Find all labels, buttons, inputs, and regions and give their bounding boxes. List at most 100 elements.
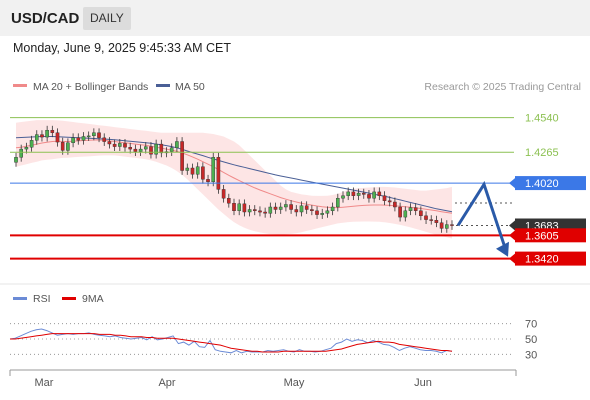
candle bbox=[351, 187, 356, 201]
candle bbox=[398, 202, 402, 222]
candle bbox=[195, 162, 200, 179]
legend-ma50-swatch bbox=[156, 84, 170, 87]
level-tag-support bbox=[515, 251, 586, 266]
candle bbox=[299, 201, 304, 217]
candle bbox=[154, 139, 158, 159]
rsi-tick-label: 70 bbox=[525, 319, 537, 331]
x-tick-label: Jun bbox=[414, 377, 432, 389]
candle bbox=[201, 162, 205, 184]
level-tag-pivot bbox=[515, 176, 586, 191]
candle bbox=[169, 143, 174, 157]
candle bbox=[356, 188, 361, 201]
candle bbox=[278, 202, 283, 214]
forecast-arrow-head bbox=[496, 241, 509, 257]
candle bbox=[71, 133, 75, 148]
rsi-ma-line bbox=[10, 333, 453, 353]
candle bbox=[159, 139, 164, 158]
candle bbox=[439, 218, 444, 233]
candle bbox=[76, 133, 81, 145]
rsi-tick-label: 50 bbox=[525, 334, 537, 346]
credit-label: Research © 2025 Trading Central bbox=[424, 81, 581, 93]
candle bbox=[367, 190, 371, 203]
candle bbox=[413, 203, 418, 216]
candle bbox=[419, 206, 423, 221]
candle bbox=[55, 128, 60, 147]
candle bbox=[81, 132, 86, 145]
datetime-label: Monday, June 9, 2025 9:45:33 AM CET bbox=[13, 41, 231, 55]
legend-bb-label: MA 20 + Bollinger Bands bbox=[33, 81, 148, 93]
candle bbox=[247, 205, 252, 217]
legend-rsi-swatch bbox=[13, 297, 27, 300]
candle bbox=[97, 128, 101, 143]
level-label: 1.3605 bbox=[525, 230, 559, 242]
candle bbox=[19, 144, 24, 162]
candle bbox=[429, 215, 434, 225]
candle bbox=[86, 131, 91, 141]
candle bbox=[445, 220, 449, 233]
candle bbox=[216, 152, 221, 194]
candle bbox=[434, 215, 439, 228]
candle bbox=[232, 198, 236, 216]
candle bbox=[175, 137, 179, 153]
candle bbox=[221, 184, 226, 203]
legend-ma50-label: MA 50 bbox=[175, 81, 205, 93]
candle bbox=[346, 187, 351, 201]
candle bbox=[24, 142, 29, 154]
candle bbox=[133, 144, 138, 157]
time-axis: Mar Apr May Jun bbox=[9, 369, 517, 389]
legend-rsi-label: RSI bbox=[33, 293, 51, 305]
candle bbox=[403, 206, 408, 222]
candle bbox=[387, 196, 392, 207]
timeframe-badge[interactable]: DAILY bbox=[83, 7, 131, 30]
candle bbox=[377, 187, 382, 201]
candle bbox=[294, 205, 299, 217]
candle bbox=[268, 202, 273, 218]
candle bbox=[304, 201, 309, 214]
candle bbox=[273, 202, 278, 214]
x-tick-label: May bbox=[284, 377, 305, 389]
candle bbox=[149, 142, 153, 159]
level-tag-support bbox=[515, 228, 586, 243]
candle bbox=[330, 202, 335, 216]
symbol-title: USD/CAD bbox=[11, 10, 80, 27]
candle bbox=[263, 207, 267, 218]
candle bbox=[393, 197, 397, 212]
candle bbox=[289, 200, 293, 214]
price-plot bbox=[14, 120, 454, 239]
legend-rsima-swatch bbox=[62, 297, 76, 300]
level-label: 1.3420 bbox=[525, 254, 559, 266]
candle bbox=[242, 199, 247, 217]
chart-header: USD/CAD DAILY bbox=[0, 0, 590, 36]
rsi-line bbox=[9, 328, 453, 354]
candle bbox=[50, 125, 55, 138]
level-label: 1.4540 bbox=[525, 113, 559, 125]
candle bbox=[336, 193, 340, 212]
candle bbox=[284, 200, 288, 212]
forecast-arrow bbox=[456, 180, 507, 249]
candle bbox=[315, 206, 319, 219]
candle bbox=[424, 211, 428, 224]
candle bbox=[40, 130, 44, 142]
candle bbox=[252, 205, 257, 216]
candle bbox=[102, 133, 106, 146]
candle bbox=[123, 139, 127, 152]
candle bbox=[237, 199, 242, 216]
candle bbox=[14, 152, 18, 167]
candle bbox=[320, 208, 325, 219]
candle bbox=[185, 163, 190, 175]
candle bbox=[45, 125, 49, 142]
candle bbox=[372, 187, 376, 203]
x-tick-label: Mar bbox=[35, 377, 54, 389]
candle bbox=[450, 220, 454, 230]
candle bbox=[325, 206, 330, 218]
level-label: 1.4265 bbox=[525, 147, 559, 159]
rsi-tick-label: 30 bbox=[525, 349, 537, 361]
candle bbox=[382, 191, 387, 206]
level-label: 1.4020 bbox=[525, 178, 559, 190]
candle bbox=[180, 137, 184, 175]
candle bbox=[408, 203, 413, 216]
candle bbox=[128, 142, 133, 154]
candle bbox=[29, 135, 34, 152]
